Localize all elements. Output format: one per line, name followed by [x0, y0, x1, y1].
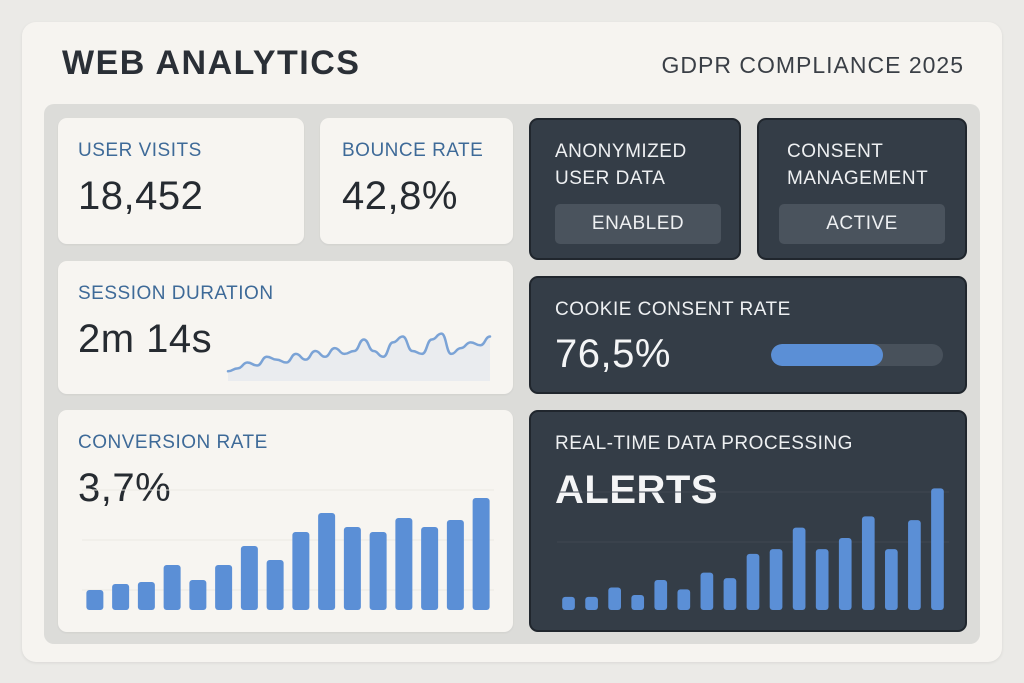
conversion-rate-bars-bar-16	[472, 498, 490, 610]
conversion-rate-bars-bar-4	[163, 565, 181, 610]
conversion-rate-bars-bar-10	[318, 513, 336, 610]
realtime-alert-bars-bar-10	[769, 549, 783, 610]
realtime-alerts-chart	[557, 488, 949, 610]
conversion-rate-bars-bar-8	[266, 560, 284, 610]
realtime-alerts-value: ALERTS	[555, 468, 718, 512]
realtime-alert-bars-bar-3	[608, 587, 621, 610]
anonymized-data-card[interactable]: ANONYMIZED USER DATA ENABLED	[529, 118, 741, 260]
conversion-rate-bars-bar-11	[343, 527, 361, 610]
consent-mgmt-label: CONSENT MANAGEMENT	[787, 138, 928, 192]
realtime-alert-bars-bar-5	[654, 580, 668, 610]
anonymized-label-line1: ANONYMIZED	[555, 141, 687, 162]
conversion-rate-bars-bar-12	[369, 532, 387, 610]
realtime-processing-card[interactable]: REAL-TIME DATA PROCESSING ALERTS	[529, 410, 967, 632]
user-visits-value: 18,452	[78, 174, 204, 218]
realtime-alert-bars-bar-9	[746, 553, 760, 610]
app-title: WEB ANALYTICS	[62, 44, 361, 82]
realtime-alert-bars-bar-16	[908, 520, 921, 610]
realtime-alert-bars-bar-14	[861, 516, 875, 610]
sparkline-area	[228, 333, 490, 381]
cookie-consent-card[interactable]: COOKIE CONSENT RATE 76,5%	[529, 276, 967, 394]
cookie-consent-progress	[771, 344, 943, 366]
conversion-rate-bars-bar-14	[421, 527, 439, 610]
realtime-alert-bars-bar-6	[677, 589, 691, 610]
realtime-alert-bars-bar-11	[792, 527, 806, 610]
sparkline-series-line	[226, 332, 492, 373]
realtime-alert-bars-bar-8	[723, 578, 737, 610]
cookie-consent-value: 76,5%	[555, 332, 671, 376]
conversion-rate-value: 3,7%	[78, 466, 172, 510]
conversion-rate-bars-bar-15	[446, 520, 464, 610]
cookie-consent-label: COOKIE CONSENT RATE	[555, 299, 791, 320]
conversion-rate-card[interactable]: CONVERSION RATE 3,7%	[58, 410, 513, 632]
realtime-alert-bars-bar-13	[838, 537, 852, 610]
cookie-consent-progress-fill	[771, 344, 883, 366]
conversion-rate-bars-bar-7	[240, 546, 258, 610]
realtime-alert-bars-bar-1	[562, 596, 575, 610]
consent-mgmt-label-line1: CONSENT	[787, 141, 884, 162]
anonymized-status-badge: ENABLED	[555, 204, 721, 244]
session-duration-value: 2m 14s	[78, 317, 213, 361]
bounce-rate-label: BOUNCE RATE	[342, 140, 484, 161]
realtime-alert-bars-bar-7	[700, 572, 714, 610]
realtime-label: REAL-TIME DATA PROCESSING	[555, 433, 853, 454]
conversion-rate-bars-bar-6	[215, 565, 233, 610]
conversion-rate-bars-bar-13	[395, 518, 413, 610]
realtime-alert-bars-bar-17	[931, 488, 944, 610]
conversion-rate-bars-bar-1	[86, 590, 104, 610]
conversion-rate-bars-bar-2	[112, 584, 130, 610]
anonymized-label: ANONYMIZED USER DATA	[555, 138, 687, 192]
session-duration-label: SESSION DURATION	[78, 283, 274, 304]
conversion-rate-chart	[82, 489, 494, 610]
anonymized-label-line2: USER DATA	[555, 168, 666, 189]
session-duration-card[interactable]: SESSION DURATION 2m 14s	[58, 261, 513, 394]
realtime-alert-bars-bar-12	[815, 549, 829, 610]
realtime-alert-bars-bar-15	[885, 549, 898, 610]
conversion-rate-label: CONVERSION RATE	[78, 432, 268, 453]
session-duration-sparkline	[226, 332, 492, 381]
compliance-subtitle: GDPR COMPLIANCE 2025	[661, 52, 964, 78]
conversion-rate-bars-bar-9	[292, 532, 310, 610]
realtime-alert-bars-bar-2	[585, 596, 598, 610]
user-visits-card[interactable]: USER VISITS 18,452	[58, 118, 304, 244]
bounce-rate-card[interactable]: BOUNCE RATE 42,8%	[320, 118, 513, 244]
bounce-rate-value: 42,8%	[342, 174, 458, 218]
realtime-alert-bars-bar-4	[631, 595, 645, 610]
conversion-rate-bars-bar-3	[137, 582, 155, 610]
consent-mgmt-status-badge: ACTIVE	[779, 204, 945, 244]
user-visits-label: USER VISITS	[78, 140, 202, 161]
consent-management-card[interactable]: CONSENT MANAGEMENT ACTIVE	[757, 118, 967, 260]
conversion-rate-bars-bar-5	[189, 580, 207, 610]
consent-mgmt-label-line2: MANAGEMENT	[787, 168, 929, 189]
